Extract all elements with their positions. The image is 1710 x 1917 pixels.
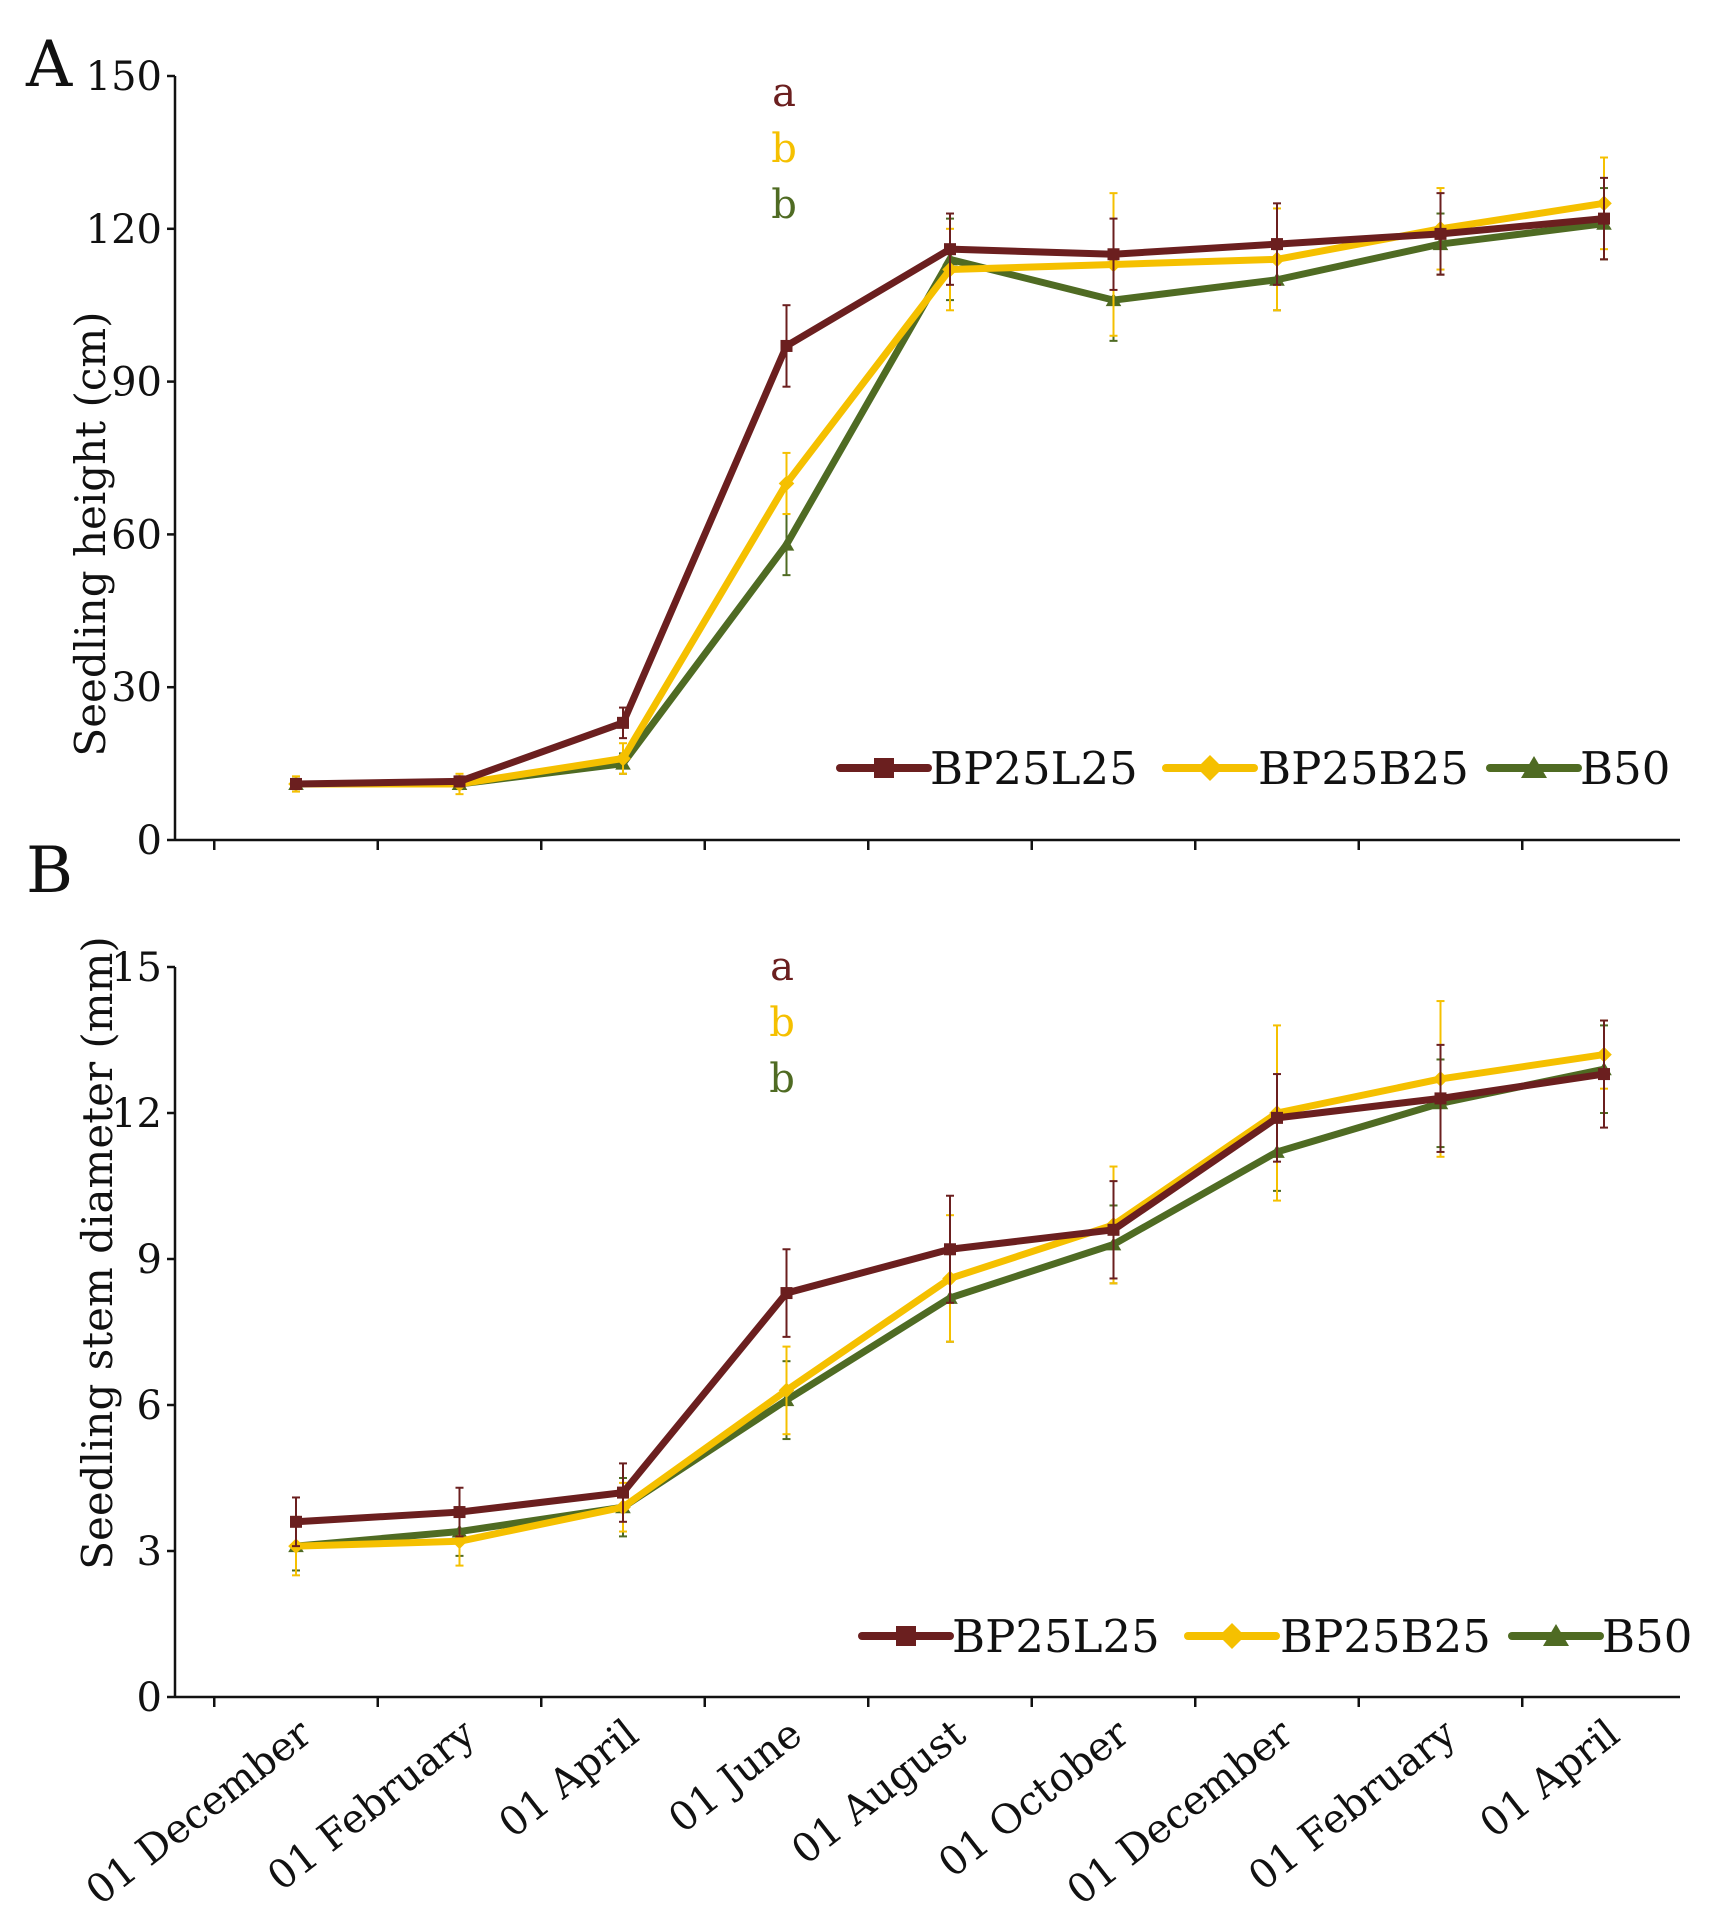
panel-b-legend-item-bp25b25-label: BP25B25 (1280, 1610, 1491, 1663)
panel-b-significance-letter-b50: b (769, 1056, 795, 1102)
panel-b-x-tick-label: 01 June (660, 1711, 810, 1843)
panel-a-series-bp25l25-point (944, 243, 956, 256)
panel-b-legend-item-b50: B50 (1508, 1610, 1692, 1663)
panel-a-series-bp25l25-point (1271, 238, 1283, 251)
panel-b-y-tick-label: 0 (137, 1675, 162, 1721)
panel-a-legend-item-bp25b25-label: BP25B25 (1258, 742, 1469, 795)
panel-a-y-tick-label: 90 (111, 360, 162, 406)
panel-a-y-tick-label: 30 (111, 665, 162, 711)
panel-a-y-tick-label: 0 (137, 818, 162, 864)
panel-a-significance-letter-b50: b (771, 182, 797, 228)
panel-a-y-tick-label: 150 (86, 54, 162, 100)
panel-a-legend-item-bp25l25-marker (874, 758, 894, 778)
panel-a-series-bp25l25-point (1434, 227, 1447, 240)
panel-b-y-tick-label: 6 (137, 1383, 162, 1429)
panel-a-series-bp25l25 (290, 176, 1610, 791)
panel-a-legend-item-b50-marker (1521, 756, 1547, 778)
panel-a-series-bp25l25-point (453, 775, 466, 788)
panel-a-series-bp25b25-point (615, 750, 631, 767)
panel-a-series-bp25b25-point (778, 475, 795, 492)
panel-b: B Seedling stem diameter (mm) 0 3 6 9 12 15 01… (26, 834, 1692, 1914)
panel-a-series-bp25l25-point (617, 716, 629, 729)
panel-b-series-bp25l25-point (1598, 1068, 1610, 1081)
panel-b-x-tick-label: 01 April (1472, 1711, 1629, 1847)
panel-a-legend-item-bp25l25: BP25L25 (836, 742, 1138, 795)
panel-b-x-tick-label: 01 April (491, 1711, 648, 1847)
panel-b-y-tick-label: 15 (111, 945, 162, 991)
panel-b-legend-item-bp25l25: BP25L25 (858, 1610, 1160, 1663)
panel-a-series-bp25l25-point (290, 777, 302, 790)
panel-b-series-bp25l25-point (944, 1243, 956, 1256)
panel-a-series-bp25l25-point (1107, 248, 1120, 261)
panel-a-y-tick-label: 120 (86, 207, 162, 253)
panel-a-series-b50-point (778, 537, 795, 551)
panel-a-y-tick-label: 60 (111, 512, 162, 558)
panel-b-series-bp25l25-point (1434, 1092, 1447, 1105)
panel-a-y-axis-title: Seedling height (cm) (66, 311, 115, 756)
panel-b-legend-item-bp25l25-label: BP25L25 (952, 1610, 1160, 1663)
panel-a-legend-item-bp25l25-label: BP25L25 (930, 742, 1138, 795)
panel-b-label: B (26, 834, 73, 908)
panel-b-series-bp25l25 (290, 1019, 1610, 1548)
panel-b-series-bp25b25-point (778, 1382, 795, 1399)
panel-b-legend-item-bp25b25: BP25B25 (1184, 1610, 1491, 1663)
panel-a-series-bp25l25-point (780, 339, 793, 352)
panel-b-legend-item-bp25l25-marker (896, 1626, 916, 1646)
panel-b-series-bp25l25-point (1271, 1111, 1283, 1124)
panel-b-series-bp25l25-point (780, 1287, 793, 1300)
panel-a-significance-letter-bp25l25: a (772, 70, 796, 116)
panel-a-legend: BP25L25 BP25B25 B50 (836, 742, 1670, 795)
panel-a-series-bp25l25-point (1598, 212, 1610, 225)
panel-a-legend-item-b50: B50 (1486, 742, 1670, 795)
panel-a-legend-item-b50-label: B50 (1580, 742, 1670, 795)
panel-b-legend-item-bp25b25-marker (1219, 1623, 1245, 1649)
panel-b-significance-letter-bp25l25: a (770, 944, 794, 990)
panel-b-legend-item-b50-label: B50 (1602, 1610, 1692, 1663)
panel-a-label: A (25, 28, 73, 102)
panel-b-legend-item-b50-marker (1543, 1624, 1569, 1646)
panel-b-series-bp25l25-point (290, 1515, 302, 1528)
panel-b-series-bp25l25-point (453, 1506, 466, 1519)
panel-b-legend: BP25L25 BP25B25 B50 (858, 1610, 1692, 1663)
panel-a-legend-item-bp25b25-marker (1197, 755, 1223, 781)
panel-a-significance-letter-bp25b25: b (771, 126, 797, 172)
panel-b-y-tick-label: 9 (137, 1237, 162, 1283)
panel-b-series-bp25l25-point (617, 1486, 629, 1499)
panel-b-y-tick-label: 12 (111, 1091, 162, 1137)
panel-b-series-bp25l25-point (1107, 1223, 1120, 1236)
panel-b-significance-letter-bp25b25: b (769, 1000, 795, 1046)
panel-b-y-tick-label: 3 (137, 1529, 162, 1575)
panel-b-y-axis-title: Seedling stem diameter (mm) (73, 936, 122, 1570)
panel-a-legend-item-bp25b25: BP25B25 (1162, 742, 1469, 795)
